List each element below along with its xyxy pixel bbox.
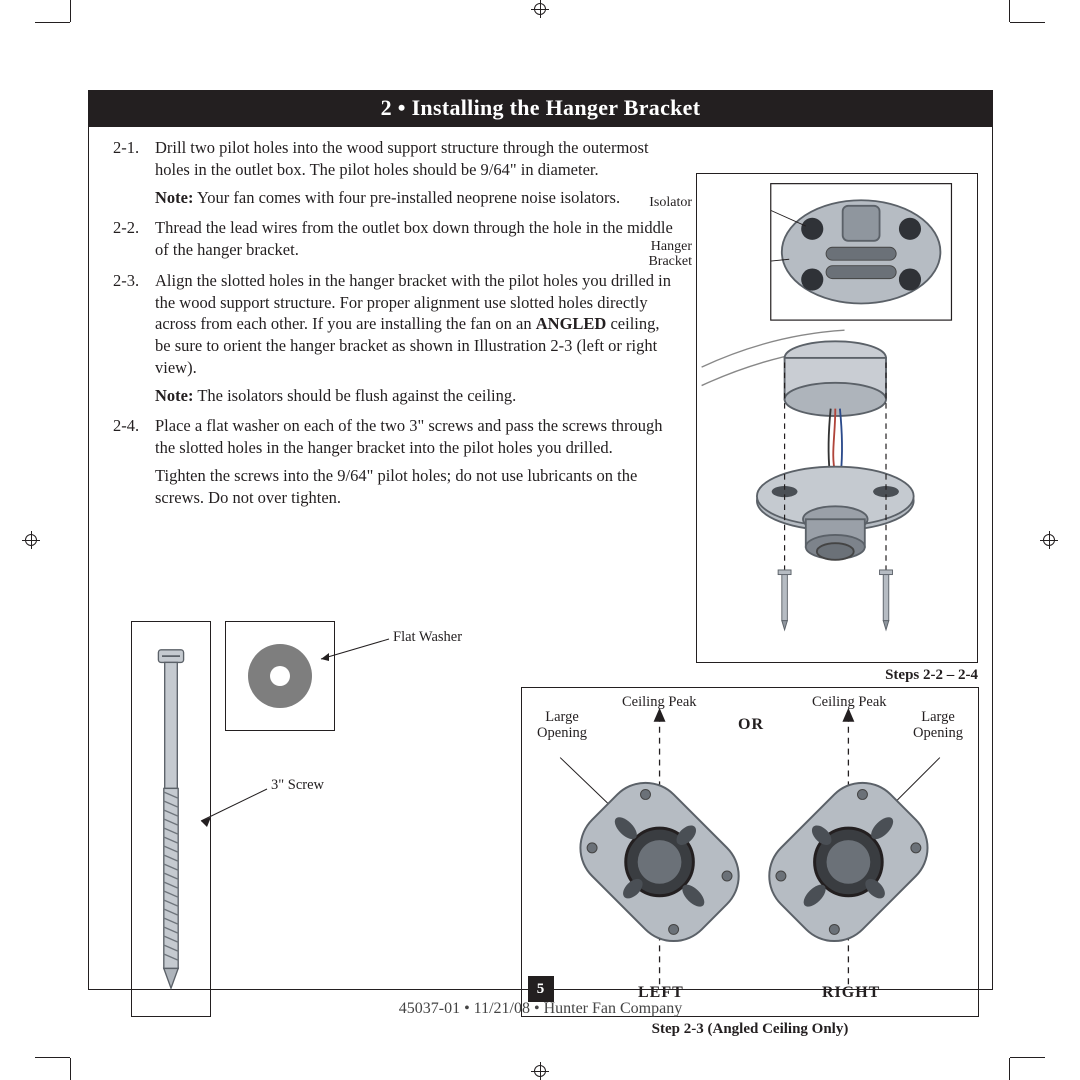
crop-mark: [70, 0, 71, 22]
washer-illustration: [244, 640, 316, 712]
crop-mark: [35, 1057, 70, 1058]
instructions-block: 2-1. Drill two pilot holes into the wood…: [113, 137, 673, 508]
section-title-bar: 2 • Installing the Hanger Bracket: [89, 91, 992, 127]
step-number: 2-3.: [113, 270, 155, 407]
step-body: Place a flat washer on each of the two 3…: [155, 416, 663, 457]
registration-mark: [531, 0, 549, 18]
step-subtext: Tighten the screws into the 9/64" pilot …: [155, 465, 673, 509]
label-large-opening-right: Large Opening: [906, 710, 970, 742]
note-text: Your fan comes with four pre-installed n…: [197, 188, 620, 207]
label-or: OR: [738, 716, 764, 734]
crop-mark: [70, 1058, 71, 1080]
caption-main-diagram: Steps 2-2 – 2-4: [885, 667, 978, 684]
manual-page: 2 • Installing the Hanger Bracket 2-1. D…: [88, 90, 993, 990]
step-number: 2-1.: [113, 137, 155, 208]
crop-mark: [1009, 1058, 1010, 1080]
step-note: Note: Your fan comes with four pre-insta…: [155, 187, 673, 209]
page-content: 2-1. Drill two pilot holes into the wood…: [89, 127, 992, 987]
step-2-1: 2-1. Drill two pilot holes into the wood…: [113, 137, 673, 208]
step-bold-word: ANGLED: [536, 314, 607, 333]
diagram-screw: [131, 621, 211, 1017]
step-note: Note: The isolators should be flush agai…: [155, 385, 673, 407]
section-number: 2: [381, 95, 392, 120]
step-2-2: 2-2. Thread the lead wires from the outl…: [113, 217, 673, 261]
diagram-washer: [225, 621, 335, 731]
label-ceiling-peak-right: Ceiling Peak: [812, 694, 887, 711]
crop-mark: [1009, 0, 1010, 22]
step-number: 2-4.: [113, 415, 155, 508]
registration-mark: [531, 1062, 549, 1080]
step-2-4: 2-4. Place a flat washer on each of the …: [113, 415, 673, 508]
step-text: Align the slotted holes in the hanger br…: [155, 270, 673, 407]
note-prefix: Note:: [155, 386, 193, 405]
label-hanger-bracket: Hanger Bracket: [632, 239, 692, 270]
label-isolator: Isolator: [632, 195, 692, 210]
caption-angled-diagram: Step 2-3 (Angled Ceiling Only): [521, 1021, 979, 1038]
crop-mark: [1010, 22, 1045, 23]
note-text: The isolators should be flush against th…: [197, 386, 516, 405]
label-text: Hanger Bracket: [648, 239, 692, 269]
diagram-angled-ceiling: Ceiling Peak Ceiling Peak Large Opening …: [521, 687, 979, 1017]
step-text: Place a flat washer on each of the two 3…: [155, 415, 673, 508]
screw-illustration: [153, 634, 189, 1004]
step-number: 2-2.: [113, 217, 155, 261]
page-number: 5: [528, 976, 554, 1002]
section-title: Installing the Hanger Bracket: [412, 95, 701, 120]
label-ceiling-peak-left: Ceiling Peak: [622, 694, 697, 711]
registration-mark: [1040, 531, 1058, 549]
label-flat-washer: Flat Washer: [393, 629, 462, 646]
step-text: Thread the lead wires from the outlet bo…: [155, 217, 673, 261]
diagram-steps-2-2-to-2-4: [696, 173, 978, 663]
assembly-illustration: [697, 174, 957, 634]
label-large-opening-left: Large Opening: [530, 710, 594, 742]
registration-mark: [22, 531, 40, 549]
note-prefix: Note:: [155, 188, 193, 207]
crop-mark: [1010, 1057, 1045, 1058]
step-text: Drill two pilot holes into the wood supp…: [155, 137, 673, 208]
title-bullet: •: [398, 95, 412, 120]
step-2-3: 2-3. Align the slotted holes in the hang…: [113, 270, 673, 407]
crop-mark: [35, 22, 70, 23]
step-body: Drill two pilot holes into the wood supp…: [155, 138, 649, 179]
page-footer: 45037-01 • 11/21/08 • Hunter Fan Company: [88, 1000, 993, 1018]
label-three-inch-screw: 3" Screw: [271, 777, 324, 794]
